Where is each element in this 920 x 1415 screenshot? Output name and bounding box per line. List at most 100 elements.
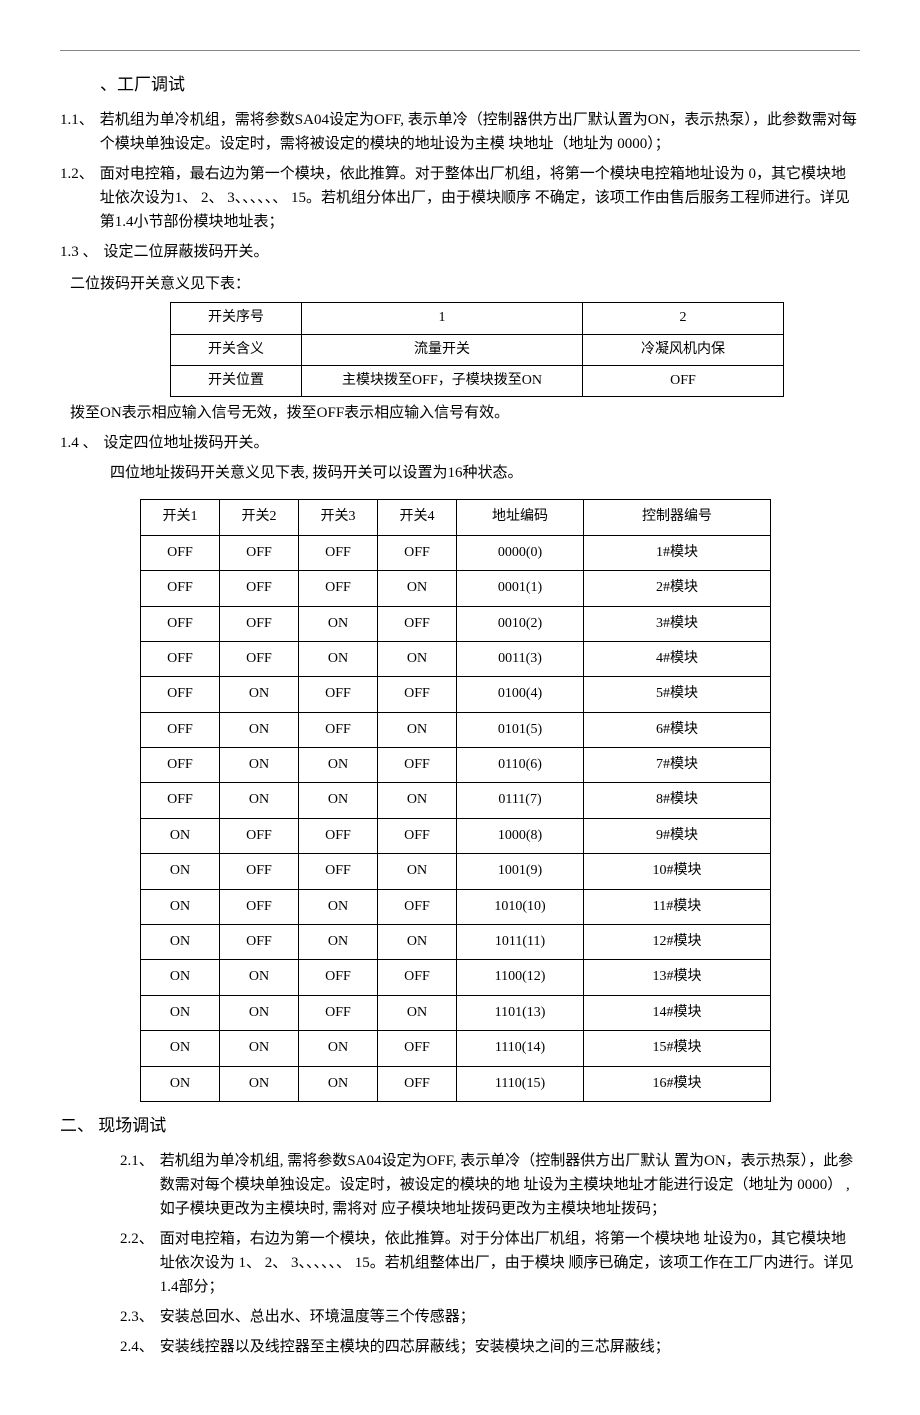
table-cell: OFF (378, 960, 457, 995)
table-row: ONONONOFF1110(14)15#模块 (141, 1031, 771, 1066)
item-number: 2.2、 (120, 1227, 154, 1299)
table-cell: 1010(10) (457, 889, 584, 924)
table-cell: OFF (299, 677, 378, 712)
item-number: 1.1、 (60, 108, 94, 156)
table-cell: OFF (378, 1066, 457, 1101)
table-cell: OFF (299, 854, 378, 889)
table-row: 开关含义流量开关冷凝风机内保 (171, 334, 784, 365)
table-cell: OFF (220, 641, 299, 676)
table-cell: 1110(14) (457, 1031, 584, 1066)
table-cell: 0000(0) (457, 535, 584, 570)
table-cell: OFF (141, 712, 220, 747)
section-1-title: 、工厂调试 (100, 71, 860, 98)
item-number: 1.4 、 (60, 431, 98, 455)
table-cell: ON (220, 1066, 299, 1101)
table-row: OFFONOFFOFF0100(4)5#模块 (141, 677, 771, 712)
table-cell: 10#模块 (584, 854, 771, 889)
table-cell: 7#模块 (584, 748, 771, 783)
table-cell: 开关位置 (171, 365, 302, 396)
table-cell: ON (220, 995, 299, 1030)
table-cell: 0101(5) (457, 712, 584, 747)
table-cell: ON (220, 783, 299, 818)
table-cell: ON (299, 889, 378, 924)
table-cell: ON (299, 748, 378, 783)
table-cell: 8#模块 (584, 783, 771, 818)
table1-label: 二位拨码开关意义见下表： (70, 272, 860, 296)
table-row: ONOFFOFFOFF1000(8)9#模块 (141, 818, 771, 853)
table-cell: ON (378, 995, 457, 1030)
table-row: 开关序号12 (171, 303, 784, 334)
table-cell: ON (141, 818, 220, 853)
item-text: 设定四位地址拨码开关。 (104, 431, 860, 455)
table-cell: OFF (220, 606, 299, 641)
table-cell: OFF (220, 854, 299, 889)
item-number: 1.3 、 (60, 240, 98, 264)
table-cell: 0110(6) (457, 748, 584, 783)
table-cell: ON (141, 925, 220, 960)
table-cell: 1#模块 (584, 535, 771, 570)
table-cell: 13#模块 (584, 960, 771, 995)
item-text: 面对电控箱，最右边为第一个模块，依此推算。对于整体出厂机组，将第一个模块电控箱地… (100, 162, 860, 234)
table-cell: ON (220, 960, 299, 995)
table-cell: ON (220, 677, 299, 712)
table-cell: ON (378, 854, 457, 889)
table-cell: 2 (583, 303, 784, 334)
table-row: OFFONONON0111(7)8#模块 (141, 783, 771, 818)
table-cell: ON (378, 571, 457, 606)
table-header-cell: 控制器编号 (584, 500, 771, 535)
table-cell: OFF (378, 818, 457, 853)
table-cell: 2#模块 (584, 571, 771, 606)
table-cell: OFF (378, 677, 457, 712)
list-item: 1.3 、设定二位屏蔽拨码开关。 (60, 240, 860, 264)
table-cell: 1 (302, 303, 583, 334)
table-cell: 1100(12) (457, 960, 584, 995)
table-cell: 开关含义 (171, 334, 302, 365)
table-row: ONOFFOFFON1001(9)10#模块 (141, 854, 771, 889)
table-cell: OFF (378, 606, 457, 641)
table-header-cell: 开关4 (378, 500, 457, 535)
list-item: 2.1、若机组为单冷机组, 需将参数SA04设定为OFF, 表示单冷（控制器供方… (120, 1149, 860, 1221)
list-item: 2.4、安装线控器以及线控器至主模块的四芯屏蔽线；安装模块之间的三芯屏蔽线； (120, 1335, 860, 1359)
table-row: OFFONOFFON0101(5)6#模块 (141, 712, 771, 747)
table2-label: 四位地址拨码开关意义见下表, 拨码开关可以设置为16种状态。 (110, 461, 860, 485)
table-cell: OFF (141, 535, 220, 570)
list-item: 1.1、若机组为单冷机组，需将参数SA04设定为OFF, 表示单冷（控制器供方出… (60, 108, 860, 156)
table-cell: 9#模块 (584, 818, 771, 853)
table-cell: ON (220, 1031, 299, 1066)
table-cell: 0111(7) (457, 783, 584, 818)
table-cell: 14#模块 (584, 995, 771, 1030)
table-cell: OFF (299, 535, 378, 570)
table-cell: ON (299, 1031, 378, 1066)
table-cell: ON (299, 1066, 378, 1101)
table-cell: ON (141, 854, 220, 889)
section-2-title: 二、 现场调试 (60, 1112, 860, 1139)
table-cell: 5#模块 (584, 677, 771, 712)
table-cell: OFF (220, 818, 299, 853)
table-cell: 12#模块 (584, 925, 771, 960)
table-cell: ON (141, 960, 220, 995)
table-cell: OFF (220, 925, 299, 960)
table-cell: OFF (583, 365, 784, 396)
table-row: ONOFFONOFF1010(10)11#模块 (141, 889, 771, 924)
table-cell: ON (378, 641, 457, 676)
table-header-cell: 开关2 (220, 500, 299, 535)
item-text: 安装线控器以及线控器至主模块的四芯屏蔽线；安装模块之间的三芯屏蔽线； (160, 1335, 860, 1359)
item-number: 2.4、 (120, 1335, 154, 1359)
table-cell: 1011(11) (457, 925, 584, 960)
table-cell: 0010(2) (457, 606, 584, 641)
table-cell: OFF (141, 783, 220, 818)
table-cell: OFF (378, 535, 457, 570)
table-cell: OFF (141, 571, 220, 606)
table-cell: ON (141, 889, 220, 924)
table1-note: 拨至ON表示相应输入信号无效，拨至OFF表示相应输入信号有效。 (70, 401, 860, 425)
item-text: 若机组为单冷机组，需将参数SA04设定为OFF, 表示单冷（控制器供方出厂默认置… (100, 108, 860, 156)
table-cell: ON (299, 925, 378, 960)
table-cell: 1001(9) (457, 854, 584, 889)
table-cell: OFF (220, 571, 299, 606)
table-row: OFFOFFOFFOFF0000(0)1#模块 (141, 535, 771, 570)
list-item: 2.2、面对电控箱，右边为第一个模块，依此推算。对于分体出厂机组，将第一个模块地… (120, 1227, 860, 1299)
table-cell: 0100(4) (457, 677, 584, 712)
table-cell: OFF (378, 889, 457, 924)
table-cell: OFF (378, 748, 457, 783)
table-row: ONONONOFF1110(15)16#模块 (141, 1066, 771, 1101)
